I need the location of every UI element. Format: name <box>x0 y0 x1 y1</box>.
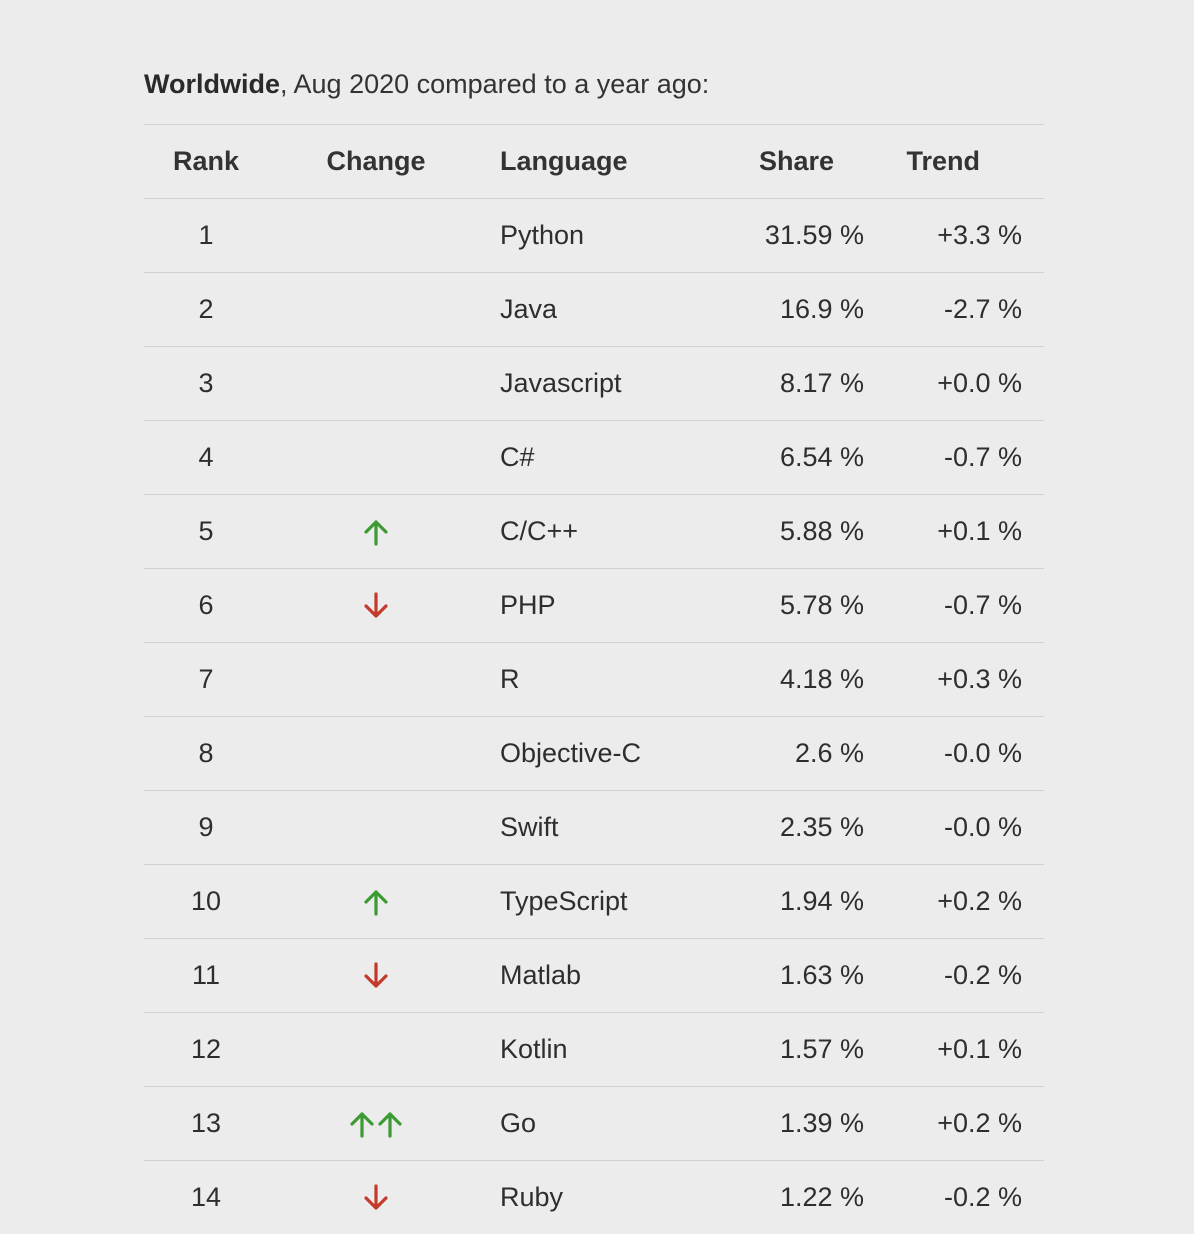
trend-cell: +0.2 % <box>937 886 1022 916</box>
trend-cell: +3.3 % <box>937 220 1022 250</box>
table-row: 8 Objective-C 2.6 % -0.0 % <box>144 716 1044 790</box>
table-row: 5 C/C++ 5.88 % +0.1 % <box>144 494 1044 568</box>
intro-region: Worldwide <box>144 69 281 99</box>
table-header: Rank Change Language Share Trend <box>144 124 1044 198</box>
language-cell: C/C++ <box>500 516 579 546</box>
table-row: 4 C# 6.54 % -0.7 % <box>144 420 1044 494</box>
rank-cell: 6 <box>198 590 214 620</box>
rank-cell: 12 <box>190 1034 222 1064</box>
language-cell: R <box>500 664 520 694</box>
header-share: Share <box>758 146 834 176</box>
change-cell <box>268 888 484 916</box>
change-cell <box>268 591 484 620</box>
rank-cell: 9 <box>198 812 214 842</box>
language-cell: Ruby <box>500 1182 564 1212</box>
trend-cell: -0.7 % <box>943 442 1022 472</box>
trend-cell: +0.0 % <box>937 368 1022 398</box>
share-cell: 31.59 % <box>764 220 864 250</box>
table-row: 1 Python 31.59 % +3.3 % <box>144 198 1044 272</box>
rank-cell: 7 <box>198 664 214 694</box>
share-cell: 1.22 % <box>779 1182 864 1212</box>
intro-description: , Aug 2020 compared to a year ago: <box>280 69 710 99</box>
table-row: 2 Java 16.9 % -2.7 % <box>144 272 1044 346</box>
share-cell: 5.78 % <box>779 590 864 620</box>
trend-cell: -0.2 % <box>943 1182 1022 1212</box>
arrow-up-icon <box>363 888 389 916</box>
share-cell: 8.17 % <box>779 368 864 398</box>
language-cell: Objective-C <box>500 738 642 768</box>
rank-cell: 3 <box>198 368 214 398</box>
arrow-down-icon <box>363 591 389 620</box>
share-cell: 1.57 % <box>779 1034 864 1064</box>
share-cell: 6.54 % <box>779 442 864 472</box>
language-cell: Python <box>500 220 585 250</box>
share-cell: 1.94 % <box>779 886 864 916</box>
rank-cell: 13 <box>190 1108 222 1138</box>
arrow-down-icon <box>363 961 389 990</box>
trend-cell: +0.1 % <box>937 1034 1022 1064</box>
trend-cell: +0.1 % <box>937 516 1022 546</box>
language-cell: Swift <box>500 812 559 842</box>
trend-cell: -0.0 % <box>943 812 1022 842</box>
language-cell: Go <box>500 1108 537 1138</box>
header-trend: Trend <box>906 146 980 176</box>
language-cell: PHP <box>500 590 556 620</box>
rank-cell: 1 <box>198 220 214 250</box>
header-rank: Rank <box>172 146 240 176</box>
table-row: 6 PHP 5.78 % -0.7 % <box>144 568 1044 642</box>
change-cell <box>268 518 484 546</box>
trend-cell: -0.0 % <box>943 738 1022 768</box>
rank-cell: 14 <box>190 1182 222 1212</box>
trend-cell: -2.7 % <box>943 294 1022 324</box>
rank-cell: 10 <box>190 886 222 916</box>
language-cell: Javascript <box>500 368 622 398</box>
share-cell: 4.18 % <box>779 664 864 694</box>
table-row: 3 Javascript 8.17 % +0.0 % <box>144 346 1044 420</box>
language-cell: Matlab <box>500 960 582 990</box>
share-cell: 1.39 % <box>779 1108 864 1138</box>
trend-cell: -0.7 % <box>943 590 1022 620</box>
share-cell: 5.88 % <box>779 516 864 546</box>
share-cell: 16.9 % <box>779 294 864 324</box>
rank-cell: 5 <box>198 516 214 546</box>
change-cell <box>268 961 484 990</box>
table-body: 1 Python 31.59 % +3.3 % 2 Java 16.9 % -2.7 % 3 Ja… <box>144 198 1044 1234</box>
trend-cell: +0.2 % <box>937 1108 1022 1138</box>
trend-cell: +0.3 % <box>937 664 1022 694</box>
language-cell: TypeScript <box>500 886 628 916</box>
table-row: 13 Go 1.39 % +0.2 % <box>144 1086 1044 1160</box>
intro-text: Worldwide, Aug 2020 compared to a year a… <box>144 64 709 104</box>
rank-cell: 2 <box>198 294 214 324</box>
share-cell: 2.35 % <box>779 812 864 842</box>
arrow-down-icon <box>363 1183 389 1212</box>
change-cell <box>268 1183 484 1212</box>
table-row: 7 R 4.18 % +0.3 % <box>144 642 1044 716</box>
table-row: 9 Swift 2.35 % -0.0 % <box>144 790 1044 864</box>
table-row: 12 Kotlin 1.57 % +0.1 % <box>144 1012 1044 1086</box>
change-cell <box>268 1110 484 1138</box>
rank-cell: 11 <box>191 960 221 990</box>
rank-cell: 4 <box>198 442 214 472</box>
ranking-table: Rank Change Language Share Trend 1 Python… <box>144 124 1044 1234</box>
share-cell: 2.6 % <box>794 738 864 768</box>
table-row: 10 TypeScript 1.94 % +0.2 % <box>144 864 1044 938</box>
trend-cell: -0.2 % <box>943 960 1022 990</box>
rank-cell: 8 <box>198 738 214 768</box>
header-language: Language <box>500 146 628 176</box>
share-cell: 1.63 % <box>779 960 864 990</box>
language-cell: Java <box>500 294 558 324</box>
language-cell: C# <box>500 442 535 472</box>
table-row: 14 Ruby 1.22 % -0.2 % <box>144 1160 1044 1234</box>
header-change: Change <box>326 146 426 176</box>
arrow-up-icon <box>363 518 389 546</box>
double-arrow-up-icon <box>349 1110 403 1138</box>
language-cell: Kotlin <box>500 1034 568 1064</box>
table-row: 11 Matlab 1.63 % -0.2 % <box>144 938 1044 1012</box>
